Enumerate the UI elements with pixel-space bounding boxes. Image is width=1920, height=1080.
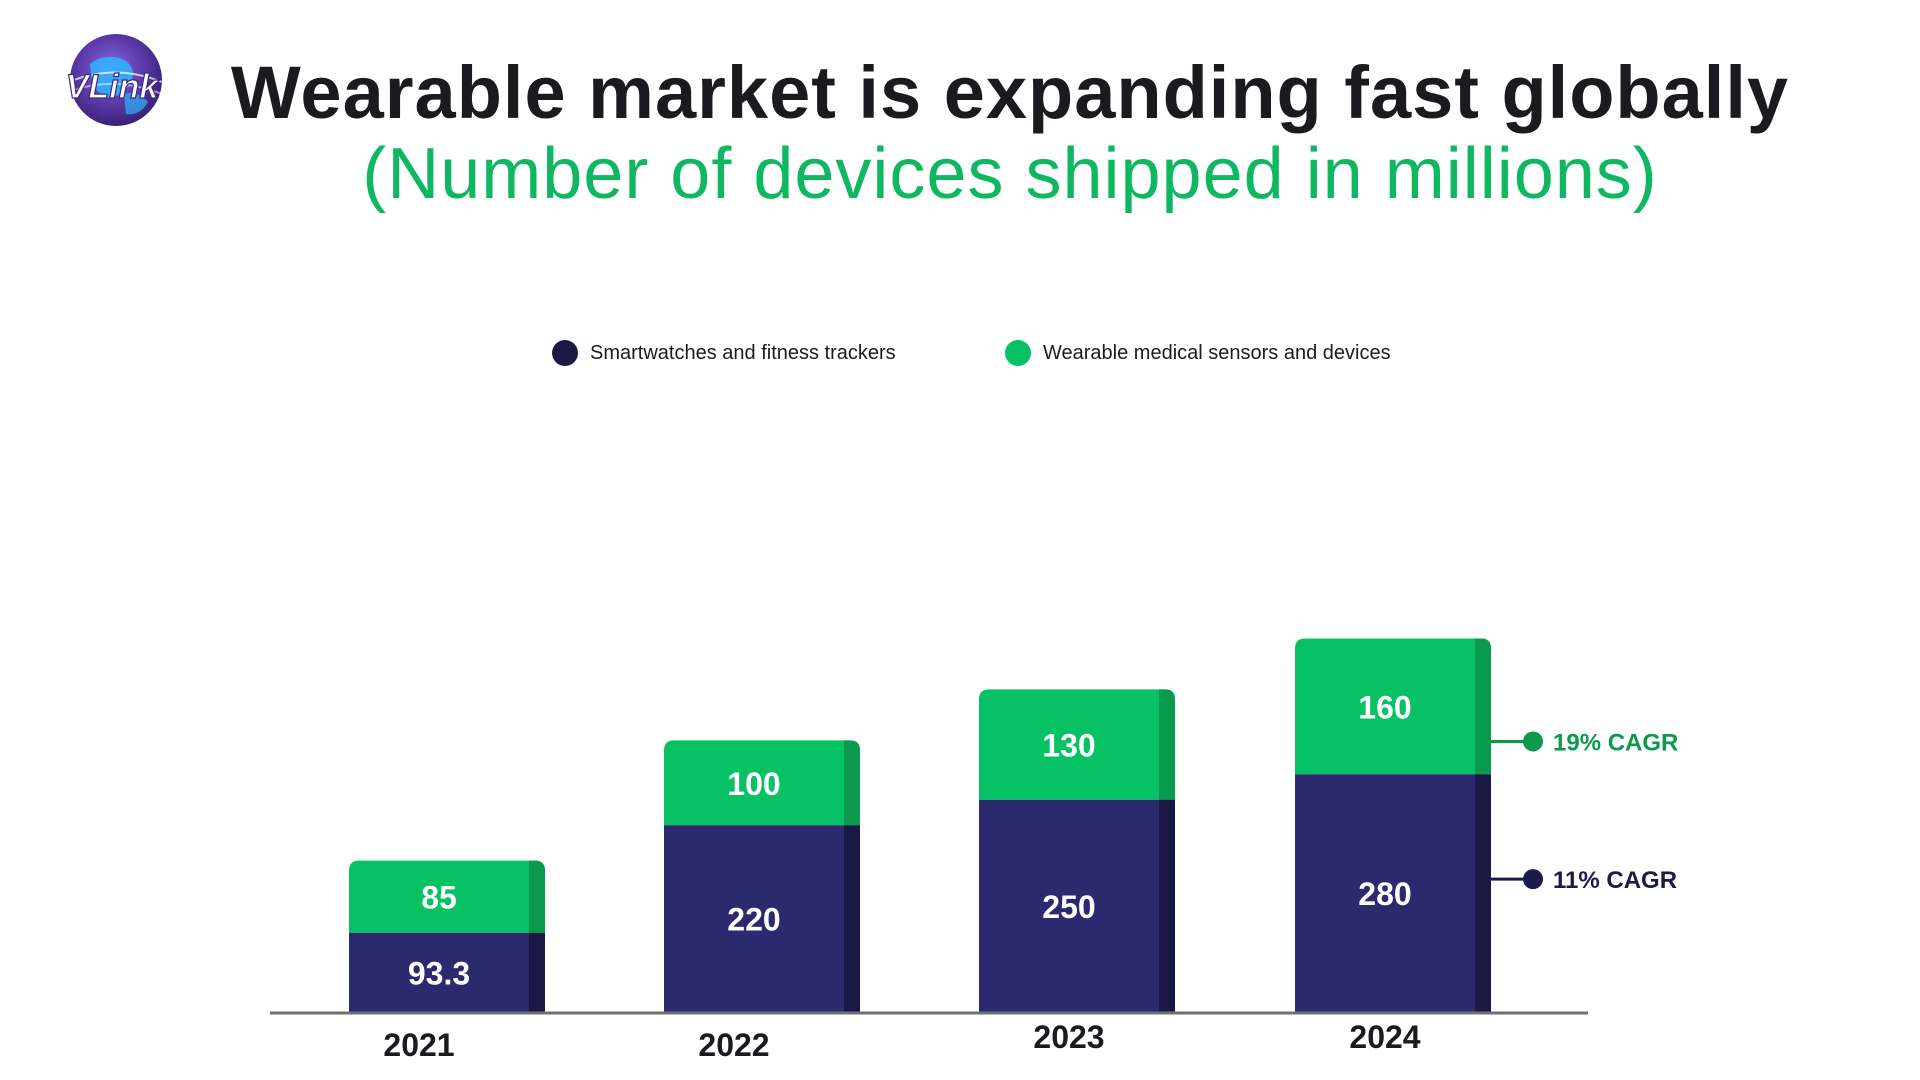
chart-legend: Smartwatches and fitness trackers Wearab… bbox=[0, 340, 1920, 380]
cagr-label: 19% CAGR bbox=[1553, 729, 1678, 756]
data-label-medical: 100 bbox=[727, 766, 780, 802]
data-label-smartwatch: 250 bbox=[1042, 889, 1095, 925]
cagr-label: 11% CAGR bbox=[1553, 867, 1677, 894]
bar-segment-medical bbox=[979, 689, 1175, 800]
x-tick-label: 2023 bbox=[1033, 1019, 1104, 1055]
bar-side-smartwatch bbox=[1475, 774, 1491, 1012]
data-label-smartwatch: 220 bbox=[727, 902, 780, 938]
bar-side-medical bbox=[1159, 689, 1175, 800]
bar-segment-medical bbox=[349, 860, 545, 933]
legend-item-medical: Wearable medical sensors and devices bbox=[1005, 340, 1391, 366]
vlink-logo: VLink bbox=[65, 34, 163, 126]
chart-title: Wearable market is expanding fast global… bbox=[230, 51, 1790, 134]
x-tick-label: 2021 bbox=[383, 1027, 454, 1063]
bar-side-medical bbox=[844, 740, 860, 826]
bar-segment-smartwatch bbox=[1295, 774, 1475, 1012]
cagr-marker bbox=[1523, 869, 1543, 890]
bar-segment-medical bbox=[664, 740, 860, 826]
bar-side-smartwatch bbox=[1159, 799, 1175, 1012]
legend-label: Smartwatches and fitness trackers bbox=[590, 341, 896, 364]
data-label-medical: 85 bbox=[421, 880, 457, 916]
logo-text: VLink bbox=[66, 68, 161, 106]
bar-side-medical bbox=[1475, 638, 1491, 775]
bar-segment-medical bbox=[1295, 638, 1491, 775]
bar-side-smartwatch bbox=[529, 932, 545, 1012]
legend-swatch-navy bbox=[552, 340, 578, 366]
legend-item-smartwatches: Smartwatches and fitness trackers bbox=[552, 340, 896, 366]
data-label-medical: 160 bbox=[1358, 689, 1411, 725]
data-label-smartwatch: 280 bbox=[1358, 876, 1411, 912]
bar-segment-smartwatch bbox=[664, 825, 844, 1012]
bar-side-medical bbox=[529, 860, 545, 933]
cagr-marker bbox=[1523, 731, 1543, 752]
x-tick-label: 2022 bbox=[698, 1027, 769, 1063]
legend-label: Wearable medical sensors and devices bbox=[1043, 341, 1391, 364]
chart-subtitle: (Number of devices shipped in millions) bbox=[362, 134, 1658, 214]
data-label-smartwatch: 93.3 bbox=[408, 955, 470, 991]
bar-segment-smartwatch bbox=[979, 799, 1159, 1012]
legend-swatch-green bbox=[1005, 340, 1031, 366]
bar-side-smartwatch bbox=[844, 825, 860, 1012]
bar-segment-smartwatch bbox=[349, 932, 529, 1012]
x-tick-label: 2024 bbox=[1349, 1019, 1420, 1055]
data-label-medical: 130 bbox=[1042, 728, 1095, 764]
